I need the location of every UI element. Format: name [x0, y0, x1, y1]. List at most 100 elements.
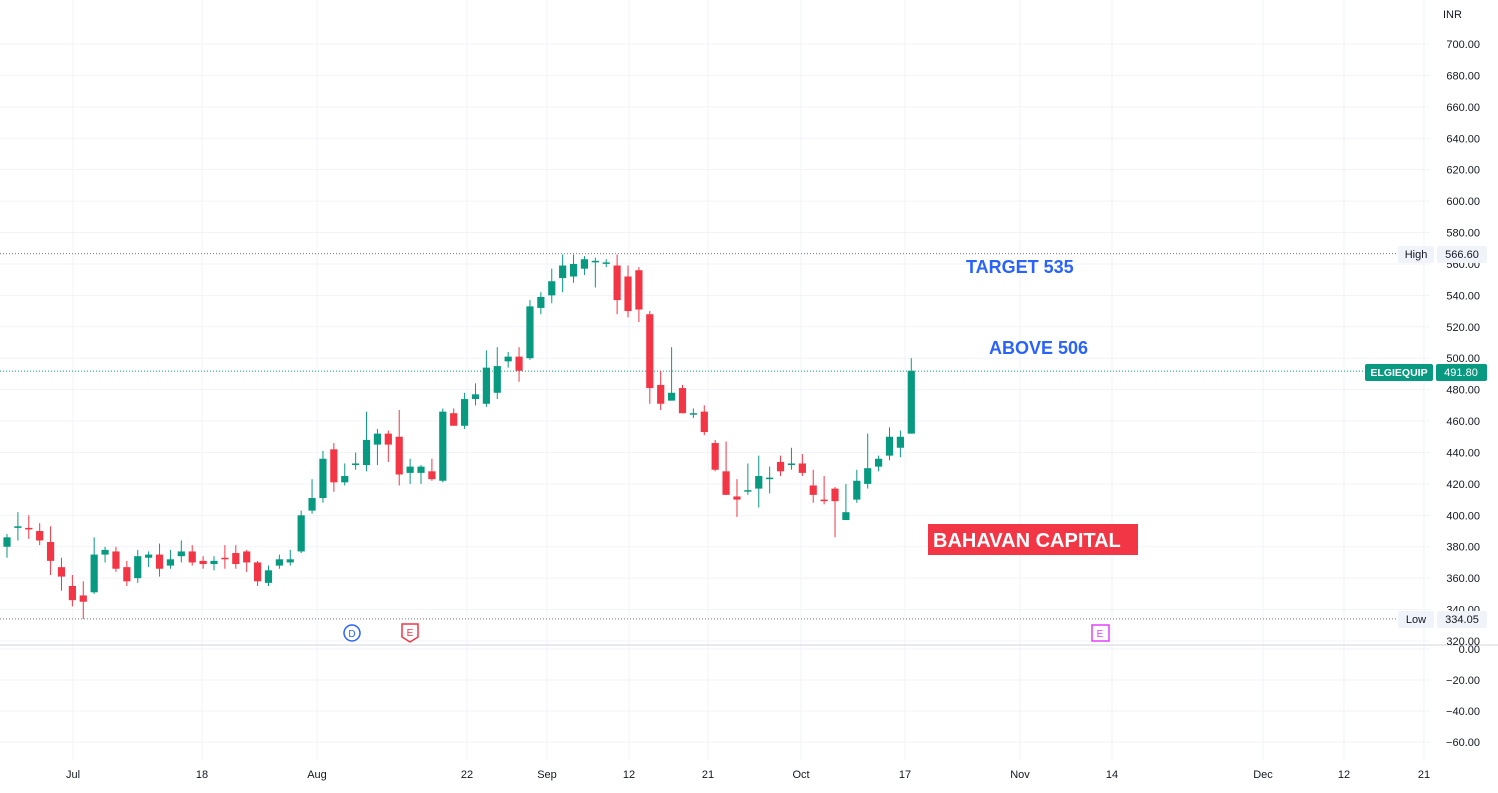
- time-tick-label: Oct: [792, 769, 809, 781]
- candle: [515, 347, 523, 382]
- candle: [439, 408, 447, 483]
- candle-body: [362, 439, 371, 466]
- candle-body: [286, 559, 294, 563]
- candle-body: [885, 436, 894, 456]
- candle-body: [700, 411, 708, 433]
- last-price-value: 491.80: [1444, 367, 1478, 379]
- high-label: High: [1405, 249, 1428, 261]
- volume-tick-label: 0.00: [1459, 644, 1480, 656]
- candle: [548, 268, 556, 304]
- candle-body: [471, 394, 480, 400]
- candle-body: [188, 551, 196, 563]
- candle-body: [417, 466, 425, 473]
- candle: [657, 370, 665, 411]
- time-tick-label: 17: [899, 769, 911, 781]
- price-tick-label: 420.00: [1446, 479, 1480, 491]
- candle: [526, 300, 534, 360]
- candle: [210, 556, 218, 571]
- candle-body: [515, 356, 523, 371]
- price-axis[interactable]: 700.00 680.00 660.00 640.00 620.00 600.00 580.…: [1446, 39, 1480, 749]
- candle-body: [635, 270, 643, 310]
- candle-body: [145, 554, 153, 558]
- target-annotation[interactable]: TARGET 535: [966, 257, 1074, 277]
- volume-tick-label: −60.00: [1446, 737, 1480, 749]
- candle: [493, 347, 501, 400]
- brand-label: BAHAVAN CAPITAL: [933, 530, 1121, 552]
- candle: [243, 549, 251, 572]
- time-tick-label: 21: [702, 769, 714, 781]
- candle-body: [689, 413, 697, 415]
- candle-body: [177, 551, 185, 557]
- price-tick-label: 500.00: [1446, 353, 1480, 365]
- candle: [25, 515, 33, 539]
- candle-body: [875, 458, 883, 467]
- candle: [689, 408, 697, 418]
- price-tick-label: 640.00: [1446, 133, 1480, 145]
- candle: [308, 479, 316, 514]
- price-tick-label: 320.00: [1446, 636, 1480, 648]
- candle-body: [341, 476, 349, 483]
- candle: [221, 545, 229, 569]
- candle-body: [57, 567, 66, 577]
- candle: [286, 549, 294, 566]
- candle: [253, 560, 262, 587]
- candle: [591, 257, 599, 288]
- candle: [537, 292, 545, 315]
- candle-body: [787, 463, 796, 466]
- candle: [330, 443, 338, 492]
- candle: [787, 447, 796, 470]
- candle-body: [526, 306, 534, 359]
- price-tick-label: 380.00: [1446, 542, 1480, 554]
- candle: [199, 556, 207, 569]
- time-axis[interactable]: Jul 18 Aug 22 Sep 12 21 Oct 17 Nov 14 Dec 12 21: [66, 769, 1430, 781]
- candle-body: [308, 498, 316, 511]
- candle: [341, 463, 349, 486]
- candle: [134, 549, 142, 583]
- candles: [3, 254, 915, 620]
- candle: [744, 463, 752, 495]
- candle: [3, 534, 11, 558]
- candle: [602, 259, 610, 268]
- price-tick-label: 400.00: [1446, 510, 1480, 522]
- candle-body: [853, 480, 861, 500]
- candle: [678, 384, 687, 414]
- candle-body: [166, 559, 175, 566]
- time-tick-label: 12: [1338, 769, 1350, 781]
- candle-body: [79, 595, 87, 602]
- candle: [798, 454, 806, 477]
- dividend-marker[interactable]: D: [343, 624, 361, 642]
- candle: [101, 546, 109, 563]
- candle: [90, 537, 98, 594]
- candle-body: [559, 265, 567, 279]
- price-tick-label: 700.00: [1446, 39, 1480, 51]
- brand-watermark[interactable]: BAHAVAN CAPITAL: [928, 524, 1138, 555]
- candle: [820, 476, 828, 505]
- price-tick-label: 580.00: [1446, 228, 1480, 240]
- candle-body: [275, 559, 283, 566]
- upcoming-earnings-marker[interactable]: E: [1091, 624, 1110, 642]
- time-tick-label: Dec: [1253, 769, 1273, 781]
- earnings-marker[interactable]: E: [401, 623, 419, 643]
- candle-body: [711, 443, 719, 470]
- candle-body: [809, 485, 817, 495]
- low-label: Low: [1406, 614, 1426, 626]
- above-annotation[interactable]: ABOVE 506: [989, 338, 1088, 358]
- candle: [482, 350, 490, 407]
- low-marker: Low 334.05: [1398, 611, 1487, 628]
- candle-body: [46, 542, 55, 561]
- candle-body: [3, 537, 11, 547]
- candle-body: [864, 468, 872, 484]
- candle: [885, 427, 894, 461]
- candle: [232, 545, 240, 569]
- candle: [766, 466, 774, 494]
- candle-body: [14, 526, 22, 528]
- candle-body: [624, 276, 632, 312]
- candle-body: [569, 263, 578, 277]
- candle-body: [243, 551, 251, 563]
- candle: [809, 469, 817, 503]
- candle: [155, 543, 164, 577]
- time-tick-label: Aug: [307, 769, 327, 781]
- volume-pane-grid: [0, 648, 1430, 743]
